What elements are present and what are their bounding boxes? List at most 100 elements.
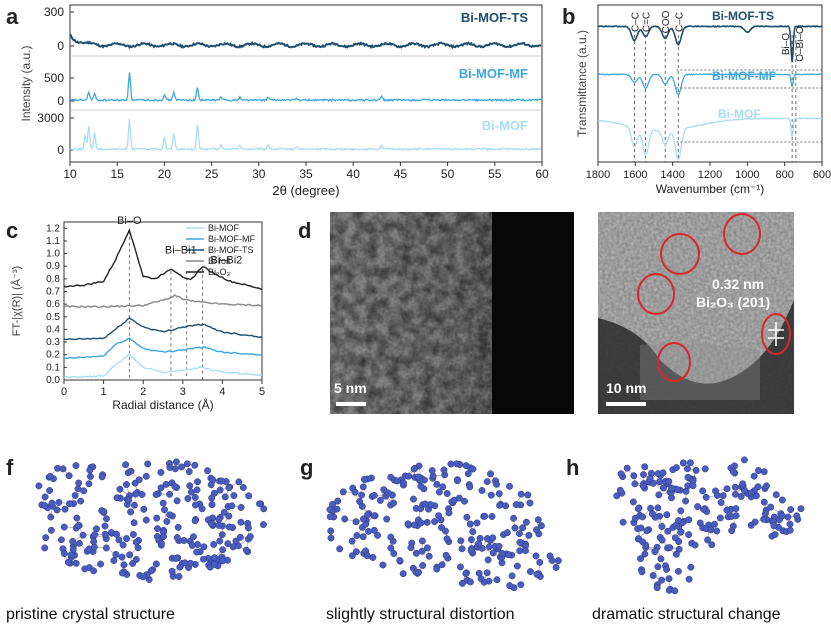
model-bond (441, 527, 446, 532)
model-atom (770, 513, 778, 521)
model-atom (668, 486, 676, 494)
model-bond (735, 493, 748, 495)
model-bond (157, 528, 164, 537)
model-bond (654, 551, 662, 560)
model-bond (470, 550, 473, 554)
model-bond (212, 479, 220, 482)
model-atom (672, 521, 680, 529)
model-atom (689, 477, 697, 485)
model-atom (326, 513, 334, 521)
model-bond (365, 520, 369, 532)
model-bond (129, 554, 133, 564)
model-atom (176, 563, 184, 571)
model-bond (633, 516, 643, 523)
model-atom (365, 527, 372, 535)
model-bond (240, 536, 251, 538)
model-atom (50, 475, 57, 483)
model-atom (222, 478, 230, 485)
model-atom (194, 541, 201, 548)
model-bond (519, 533, 529, 536)
exafs-trace (63, 228, 263, 291)
model-bond (126, 484, 130, 496)
model-atom (463, 576, 471, 584)
model-atom (113, 530, 120, 538)
model-atom (494, 545, 502, 553)
model-atom (204, 516, 212, 524)
model-bond (122, 571, 125, 574)
model-atom (699, 487, 707, 495)
exafs-y-tick-label: 0.7 (46, 287, 60, 298)
model-bond (640, 553, 646, 559)
model-bond (451, 497, 460, 503)
ftir-series-label: Bi-MOF (718, 107, 761, 121)
model-bond (413, 567, 419, 573)
model-atom (677, 528, 685, 536)
model-bond (48, 476, 51, 478)
model-bond (222, 515, 230, 527)
model-atom (165, 460, 173, 467)
model-atom (705, 521, 713, 529)
model-atom (431, 502, 439, 510)
model-bond (700, 522, 710, 529)
model-bond (687, 478, 694, 486)
model-atom (441, 471, 449, 479)
model-atom (175, 573, 183, 580)
model-bond (187, 463, 195, 466)
model-atom (466, 483, 474, 491)
model-bond (747, 490, 755, 494)
model-atom (456, 563, 464, 571)
model-atom (662, 562, 670, 570)
model-atom (196, 500, 204, 508)
model-bond (436, 564, 443, 568)
model-bond (134, 483, 138, 493)
model-bond (670, 489, 673, 493)
model-bond (649, 481, 654, 484)
model-bond (246, 538, 249, 551)
model-bond (177, 557, 183, 564)
model-atom (448, 498, 456, 506)
model-bond (51, 503, 53, 507)
model-atom (491, 543, 499, 550)
model-atom (132, 538, 140, 546)
model-bond (356, 550, 366, 553)
model-bond (497, 548, 503, 556)
model-atom (656, 478, 664, 486)
model-bond (677, 489, 681, 491)
model-bond (654, 517, 663, 527)
model-atom (457, 537, 465, 545)
model-atom (684, 482, 692, 490)
model-bond (240, 537, 249, 540)
model-atom (727, 505, 735, 513)
model-atom (675, 538, 683, 546)
model-bond (741, 486, 745, 491)
model-atom (794, 515, 802, 523)
model-atom (387, 501, 395, 509)
model-atom (226, 483, 234, 491)
model-atom (616, 486, 624, 494)
model-atom (498, 554, 506, 562)
model-atom (535, 570, 543, 578)
model-atom (115, 536, 123, 544)
model-bond (708, 527, 712, 531)
model-bond (224, 512, 230, 517)
model-bond (500, 556, 503, 563)
model-atom (85, 545, 93, 553)
model-atom (421, 500, 429, 508)
model-atom (370, 526, 378, 534)
model-atom (677, 507, 685, 515)
model-atom (526, 499, 534, 507)
model-bond (214, 560, 220, 565)
model-bond (105, 532, 112, 539)
model-atom (723, 485, 731, 493)
model-bond (355, 518, 364, 522)
model-atom (631, 480, 639, 488)
scale-bar-label-d: 5 nm (334, 380, 367, 396)
model-atom (536, 573, 544, 580)
model-atom (635, 504, 643, 512)
model-atom (75, 479, 83, 487)
model-atom (383, 515, 391, 523)
model-atom (668, 484, 676, 492)
model-atom (155, 536, 163, 544)
model-bond (62, 548, 72, 558)
